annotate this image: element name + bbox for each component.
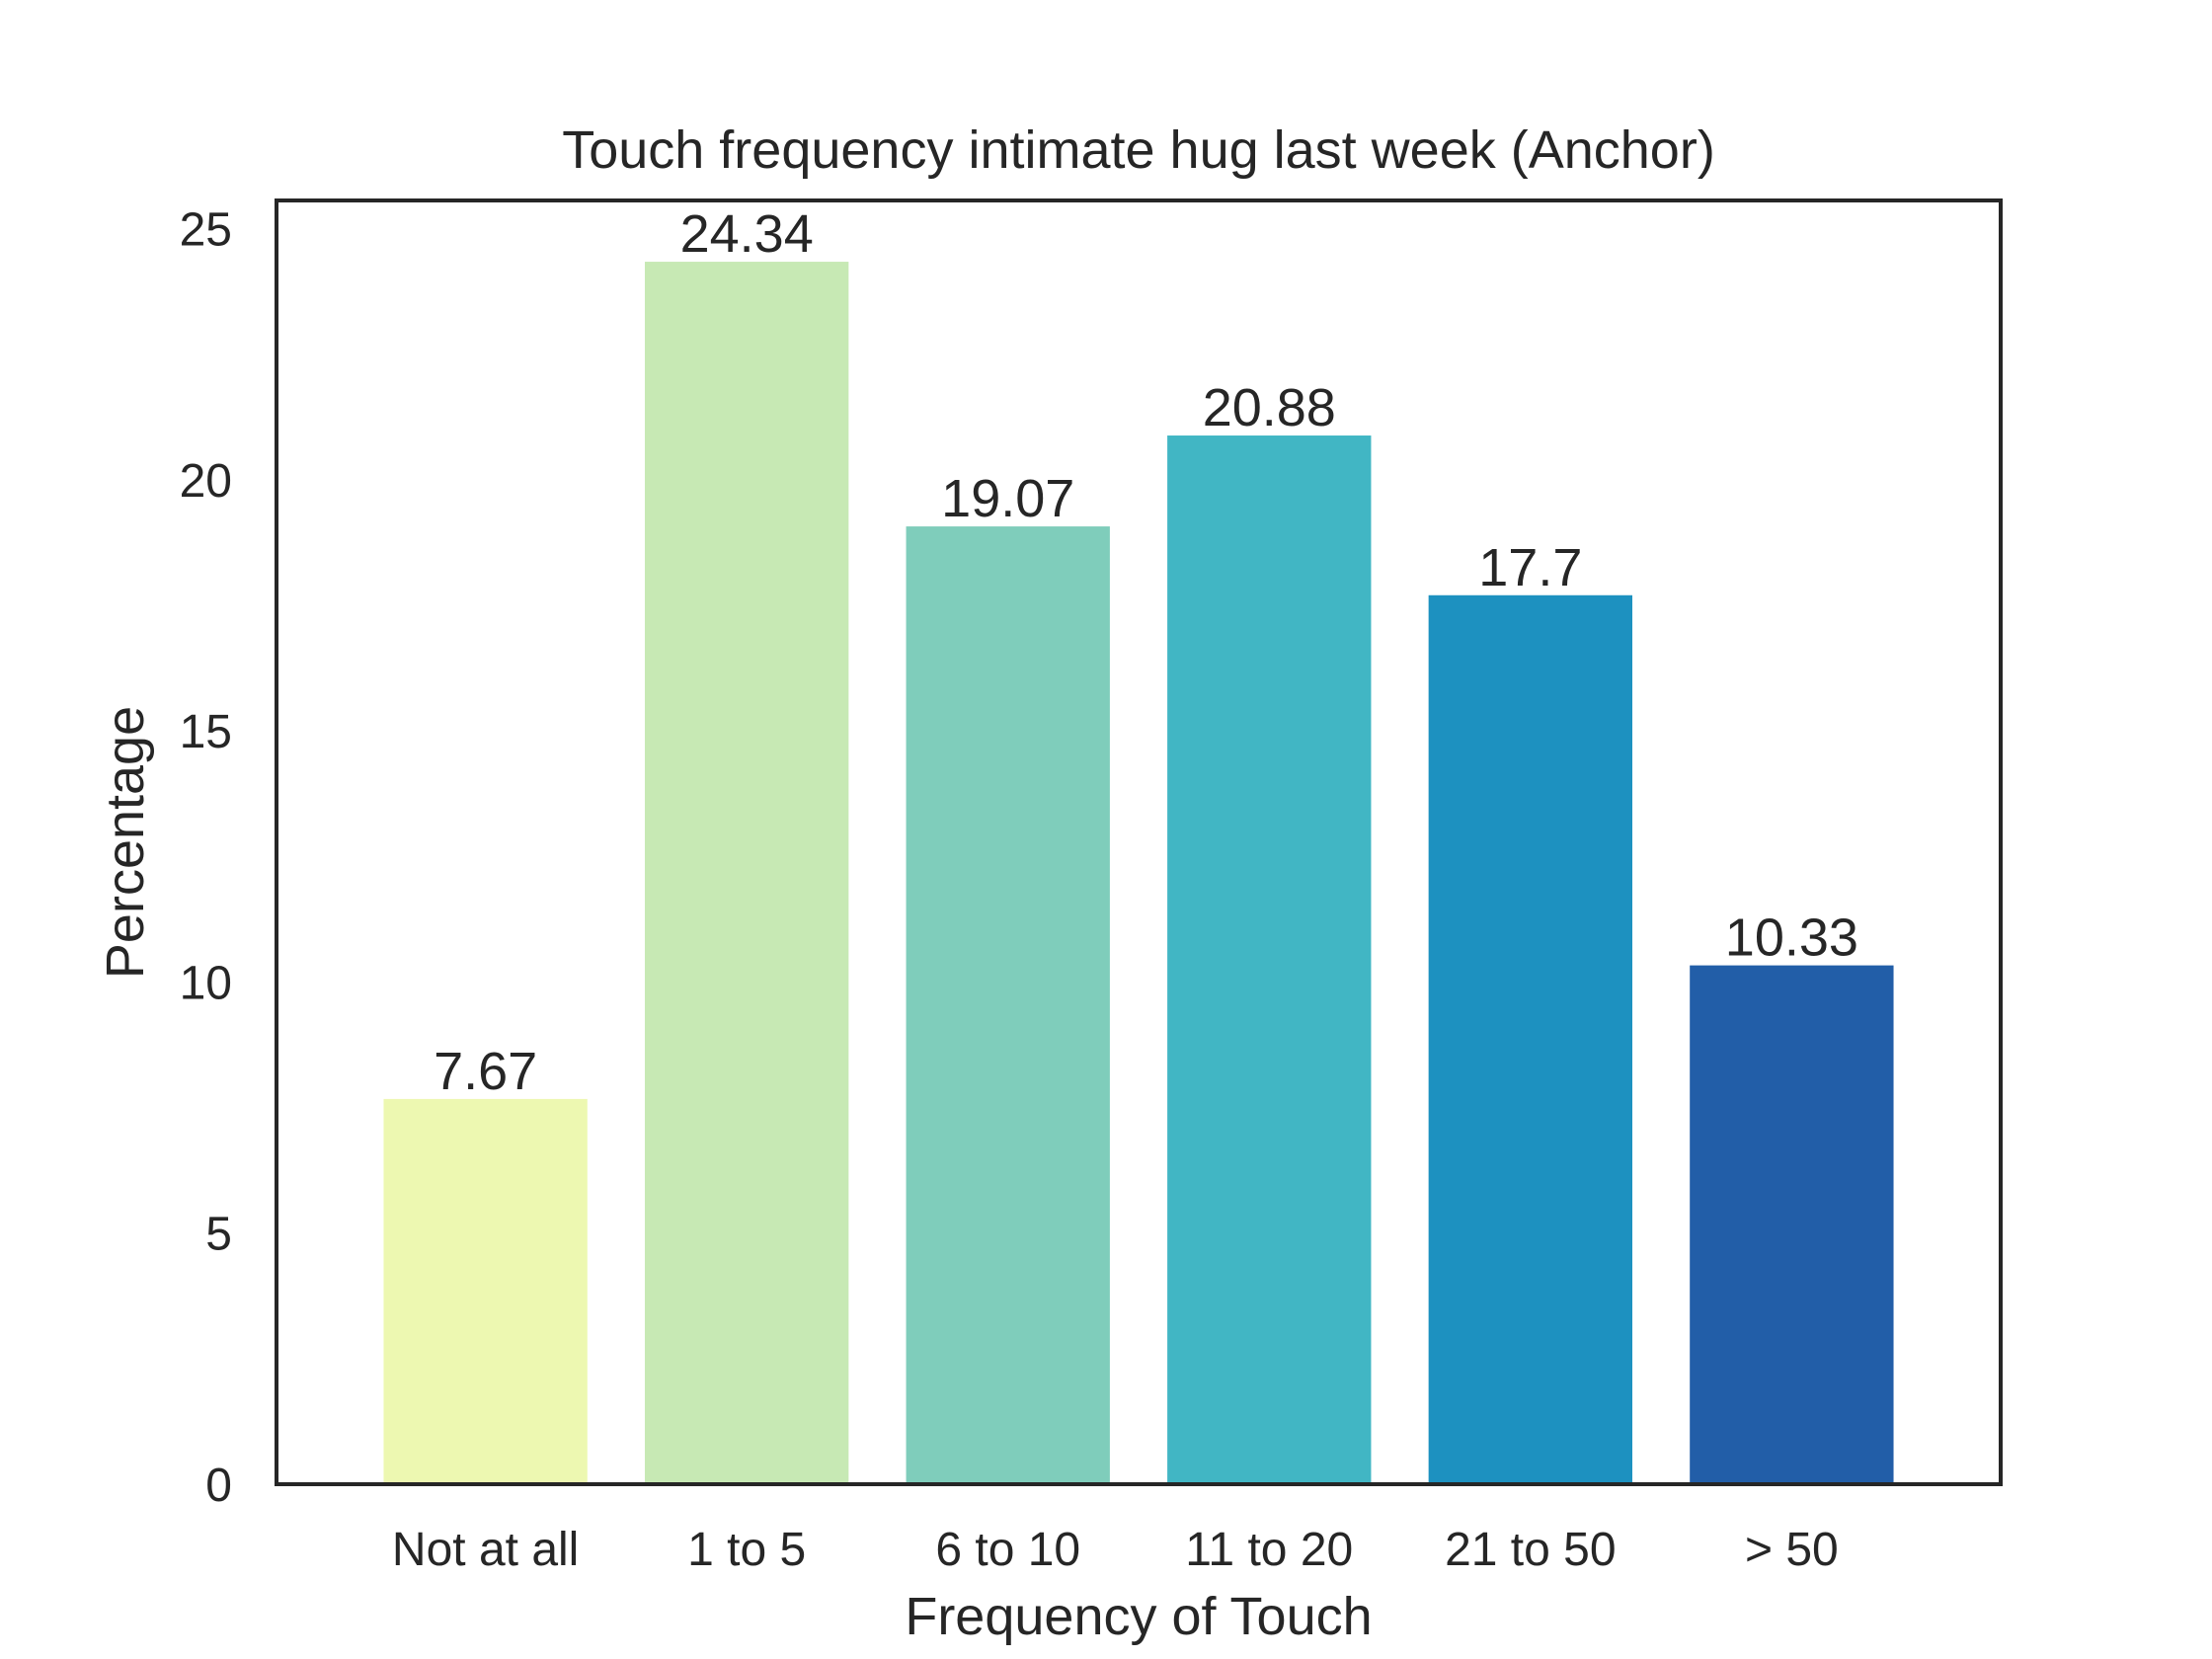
x-tick-label-0: Not at all — [392, 1524, 579, 1576]
x-tick-labels-group: Not at all 1 to 5 6 to 10 11 to 20 21 to 50 >… — [392, 1524, 1839, 1576]
bar-4 — [1428, 594, 1632, 1484]
data-labels-group: 7.67 24.34 19.07 20.88 17.7 10.33 — [434, 204, 1858, 1101]
data-label-1: 24.34 — [680, 204, 814, 264]
bar-2 — [906, 526, 1110, 1484]
x-tick-label-3: 11 to 20 — [1185, 1524, 1353, 1576]
bar-1 — [645, 262, 849, 1485]
data-label-0: 7.67 — [434, 1042, 537, 1101]
x-tick-label-5: > 50 — [1745, 1524, 1839, 1576]
y-tick-label-4: 20 — [180, 455, 232, 508]
y-tick-label-5: 25 — [180, 203, 232, 256]
y-tick-label-2: 10 — [180, 957, 232, 1009]
x-axis-label: Frequency of Touch — [905, 1587, 1372, 1646]
y-tick-label-0: 0 — [205, 1460, 232, 1512]
y-tick-label-1: 5 — [205, 1209, 232, 1261]
plot-frame — [275, 198, 2003, 1486]
chart-title: Touch frequency intimate hug last week (… — [562, 120, 1715, 180]
y-tick-label-3: 15 — [180, 706, 232, 758]
y-tick-labels-group: 0 5 10 15 20 25 — [180, 203, 232, 1512]
data-label-2: 19.07 — [941, 469, 1074, 528]
bar-0 — [383, 1098, 588, 1484]
bars-group — [383, 262, 1894, 1485]
data-label-5: 10.33 — [1725, 908, 1858, 968]
data-label-3: 20.88 — [1203, 378, 1336, 437]
x-tick-label-1: 1 to 5 — [687, 1524, 806, 1576]
x-tick-label-2: 6 to 10 — [935, 1524, 1080, 1576]
data-label-4: 17.7 — [1478, 538, 1582, 597]
y-axis-label: Percentage — [96, 706, 155, 979]
bar-5 — [1690, 965, 1894, 1484]
x-tick-label-4: 21 to 50 — [1445, 1524, 1616, 1576]
bar-3 — [1167, 435, 1372, 1484]
